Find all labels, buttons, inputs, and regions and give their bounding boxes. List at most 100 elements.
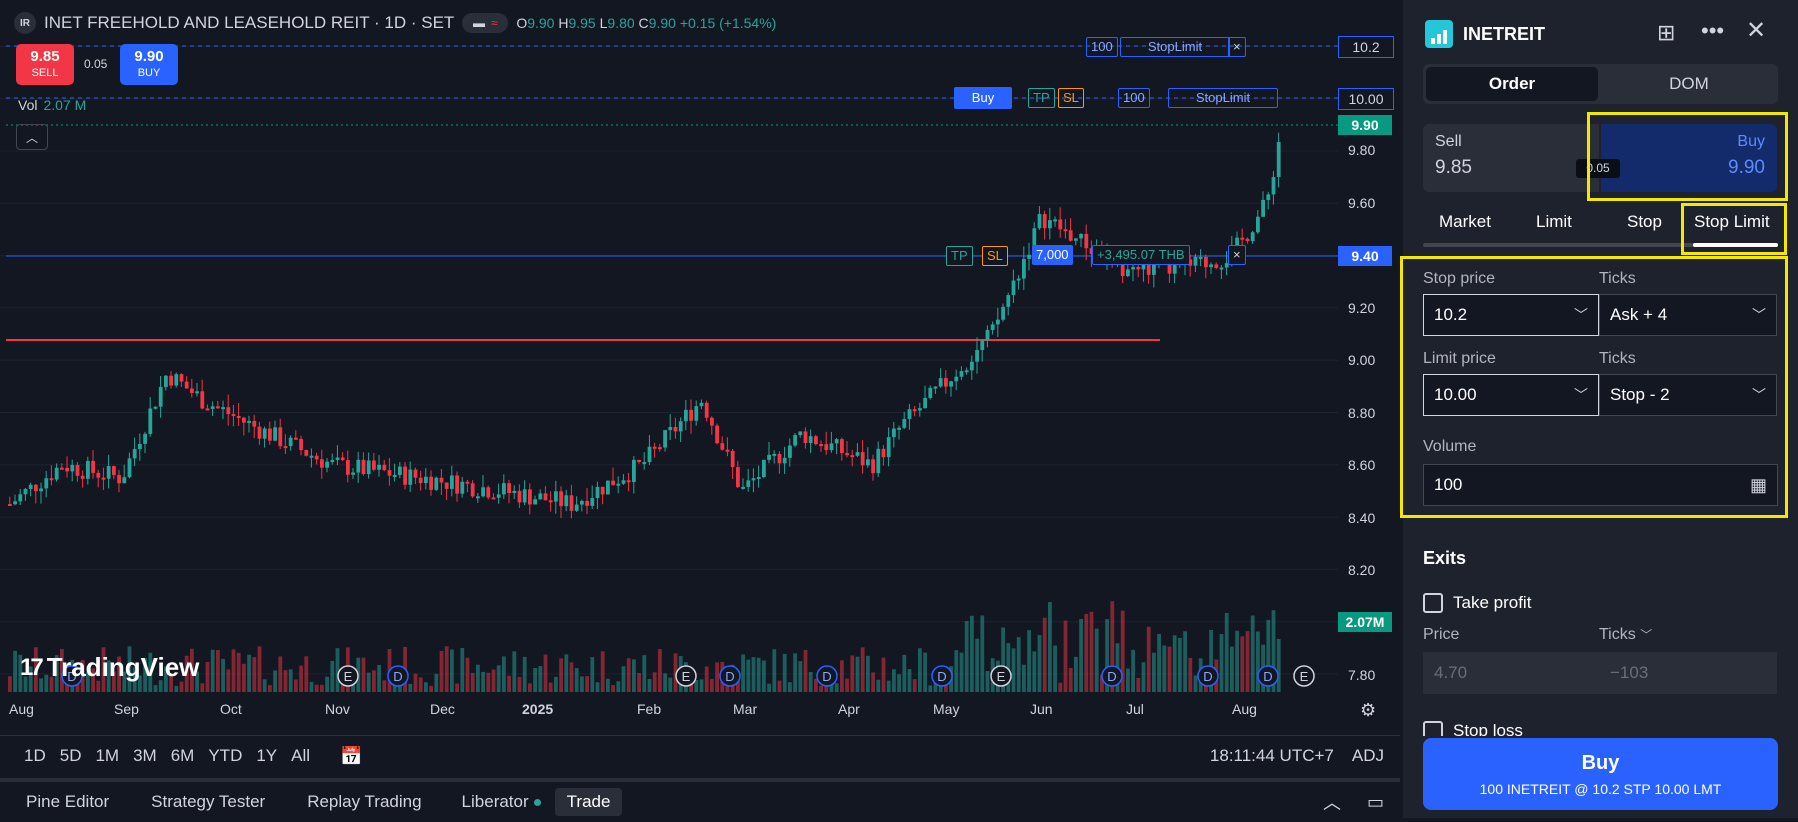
order-line-tp[interactable]: TP [1028, 88, 1055, 108]
take-profit-row[interactable]: Take profit [1423, 593, 1531, 613]
range-1m[interactable]: 1M [95, 746, 120, 765]
candle-body [626, 480, 631, 483]
time-tick: Apr [838, 701, 860, 717]
stop-ticks-select[interactable]: Ask + 4 ﹀ [1599, 294, 1777, 336]
clock[interactable]: 18:11:44 UTC+7 [1209, 746, 1334, 765]
collapse-legend-button[interactable]: ︿ [16, 124, 48, 150]
calculator-icon[interactable]: ▦ [1749, 475, 1767, 495]
symbol-title[interactable]: INET FREEHOLD AND LEASEHOLD REIT · 1D · … [44, 13, 455, 32]
candle-body [1084, 233, 1089, 249]
range-3m[interactable]: 3M [133, 746, 157, 765]
candle-body [580, 500, 584, 505]
volume-bar [470, 672, 475, 692]
tab-strategy-tester[interactable]: Strategy Tester [151, 792, 266, 811]
candle-body [1042, 214, 1047, 229]
stop-price-input[interactable]: 10.2 ﹀ [1423, 294, 1599, 336]
candle-body [356, 459, 361, 473]
candle-body [736, 467, 740, 488]
position-close[interactable]: × [1228, 245, 1246, 265]
order-line-close-1[interactable]: × [1228, 37, 1246, 57]
adj-toggle[interactable]: ADJ [1351, 746, 1384, 765]
add-layout-icon[interactable]: ⊞ [1657, 20, 1676, 45]
order-line-buy-label[interactable]: Buy [954, 87, 1012, 109]
quick-sell-button[interactable]: 9.85 SELL [16, 44, 74, 85]
event-label: D [725, 669, 734, 684]
order-line-type-1[interactable]: StopLimit [1120, 37, 1230, 57]
place-buy-order-button[interactable]: Buy 100 INETREIT @ 10.2 STP 10.00 LMT [1423, 738, 1778, 810]
range-5d[interactable]: 5D [59, 746, 82, 765]
tab-trade[interactable]: Trade [554, 788, 623, 816]
tp-ticks-input[interactable]: −103 [1599, 652, 1777, 694]
candle-body [268, 428, 272, 441]
candle-body [590, 498, 595, 506]
limit-price-input[interactable]: 10.00 ﹀ [1423, 374, 1599, 416]
volume-bar [366, 672, 371, 692]
order-type-stop-limit[interactable]: Stop Limit [1694, 212, 1770, 231]
volume-bar [278, 656, 283, 692]
volume-bar [34, 647, 38, 692]
range-ytd[interactable]: YTD [208, 746, 243, 765]
settings-gear-icon[interactable]: ⚙ [1360, 700, 1377, 720]
candle-body [559, 491, 563, 507]
position-sl[interactable]: SL [982, 246, 1008, 266]
candle-body [678, 421, 683, 432]
limit-ticks-select[interactable]: Stop - 2 ﹀ [1599, 374, 1777, 416]
maximize-panel-icon[interactable]: ▭ [1366, 791, 1384, 812]
volume-bar [1089, 611, 1094, 692]
candle-body [1261, 199, 1265, 217]
candle-body [148, 408, 153, 434]
quick-buy-button[interactable]: 9.90 BUY [120, 44, 178, 85]
candle-body [1245, 238, 1250, 242]
volume-input[interactable]: 100 ▦ [1423, 464, 1778, 506]
position-pnl: +3,495.07 THB [1092, 245, 1190, 265]
chart-area[interactable]: D E D E D D D E D D D E IR INET FREEHOLD AND LEASEH… [0, 0, 1400, 735]
candle-body [184, 381, 189, 389]
tradingview-logo: 17 TradingView [20, 652, 200, 682]
candle-body [1141, 261, 1146, 270]
candle-body [216, 406, 220, 409]
range-1y[interactable]: 1Y [256, 746, 278, 765]
date-range-calendar-icon[interactable]: 📅 [340, 745, 363, 766]
order-line-qty-1[interactable]: 100 [1086, 37, 1118, 57]
candle-body [938, 378, 943, 387]
close-icon[interactable]: ✕ [1746, 17, 1767, 44]
candle-body [585, 500, 589, 506]
more-icon[interactable]: ••• [1701, 18, 1725, 43]
panel-sell-button[interactable]: Sell 9.85 [1423, 124, 1599, 192]
position-tp[interactable]: TP [946, 246, 973, 266]
position-qty[interactable]: 7,000 [1032, 245, 1073, 265]
chevron-up-icon[interactable]: ︿ [1322, 793, 1341, 813]
range-6m[interactable]: 6M [170, 746, 195, 765]
tp-ticks-label[interactable]: Ticks ﹀ [1599, 626, 1653, 643]
volume-bar [200, 683, 205, 692]
stop-loss-checkbox[interactable] [1423, 721, 1443, 736]
tab-replay-trading[interactable]: Replay Trading [307, 792, 422, 811]
event-marker [816, 665, 838, 687]
tab-liberator[interactable]: Liberator [462, 792, 541, 812]
range-1d[interactable]: 1D [24, 746, 46, 765]
time-tick: Sep [114, 701, 139, 717]
stop-loss-row[interactable]: Stop loss [1423, 721, 1523, 736]
order-type-limit[interactable]: Limit [1536, 212, 1572, 231]
order-type-stop[interactable]: Stop [1627, 212, 1662, 231]
candle-body [746, 480, 751, 487]
panel-symbol: INETREIT [1463, 23, 1546, 44]
candle-body [1136, 266, 1141, 270]
tp-price-input[interactable]: 4.70 [1423, 652, 1599, 694]
volume-bar [606, 678, 610, 692]
range-all[interactable]: All [291, 746, 311, 765]
tab-dom[interactable]: DOM [1669, 74, 1709, 93]
order-type-market[interactable]: Market [1439, 212, 1491, 231]
tab-order[interactable]: Order [1426, 67, 1598, 101]
take-profit-checkbox[interactable] [1423, 593, 1443, 613]
order-line-qty-2[interactable]: 100 [1118, 88, 1150, 108]
volume-bar [1276, 639, 1281, 692]
order-line-type-2[interactable]: StopLimit [1168, 88, 1278, 108]
volume-bar [704, 666, 709, 692]
panel-buy-button[interactable]: Buy 9.90 [1601, 124, 1777, 192]
order-line-sl[interactable]: SL [1058, 88, 1084, 108]
tab-pine-editor[interactable]: Pine Editor [26, 792, 110, 811]
indicator-toggle[interactable]: ▬ ≈ [462, 13, 509, 33]
volume-bar [325, 676, 329, 692]
